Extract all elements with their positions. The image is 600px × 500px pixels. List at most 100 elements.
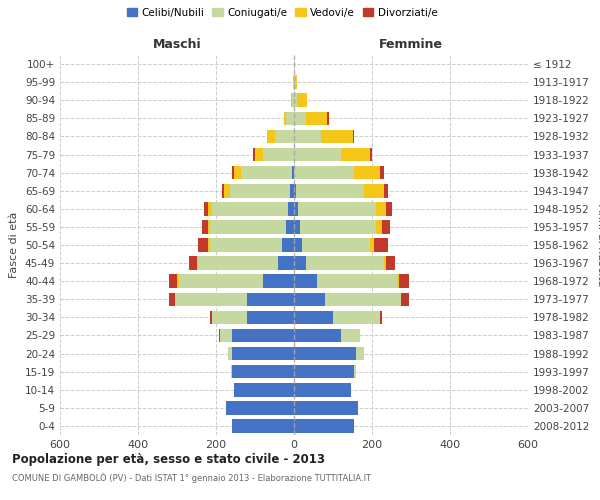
Bar [294, 419, 355, 432]
Bar [294, 328, 341, 342]
Bar [294, 112, 306, 125]
Bar [263, 274, 294, 288]
Bar [208, 220, 210, 234]
Bar [400, 274, 409, 288]
Bar [384, 256, 386, 270]
Bar [380, 166, 384, 179]
Bar [306, 112, 327, 125]
Bar [241, 166, 292, 179]
Bar [325, 292, 401, 306]
Bar [294, 238, 302, 252]
Bar [202, 220, 208, 234]
Bar [397, 274, 400, 288]
Bar [294, 148, 341, 162]
Bar [294, 292, 325, 306]
Bar [294, 383, 350, 396]
Bar [233, 383, 294, 396]
Bar [278, 256, 294, 270]
Y-axis label: Fasce di età: Fasce di età [10, 212, 19, 278]
Text: Maschi: Maschi [152, 38, 202, 52]
Bar [169, 274, 177, 288]
Bar [197, 256, 199, 270]
Bar [292, 94, 294, 107]
Bar [284, 112, 286, 125]
Bar [294, 220, 300, 234]
Bar [226, 401, 294, 414]
Text: Popolazione per età, sesso e stato civile - 2013: Popolazione per età, sesso e stato civil… [12, 452, 325, 466]
Bar [263, 148, 294, 162]
Bar [232, 419, 294, 432]
Bar [247, 310, 294, 324]
Bar [232, 365, 294, 378]
Bar [294, 130, 322, 143]
Bar [376, 220, 382, 234]
Bar [247, 292, 294, 306]
Bar [292, 166, 294, 179]
Bar [169, 292, 175, 306]
Bar [232, 166, 233, 179]
Bar [294, 274, 317, 288]
Text: Femmine: Femmine [379, 38, 443, 52]
Bar [306, 256, 384, 270]
Bar [401, 292, 409, 306]
Bar [294, 365, 355, 378]
Bar [255, 148, 263, 162]
Bar [199, 256, 278, 270]
Bar [376, 202, 386, 215]
Bar [300, 220, 376, 234]
Bar [291, 94, 292, 107]
Bar [212, 310, 247, 324]
Bar [374, 238, 388, 252]
Bar [294, 310, 333, 324]
Bar [386, 202, 392, 215]
Bar [364, 184, 384, 198]
Bar [294, 76, 295, 89]
Bar [296, 184, 364, 198]
Bar [212, 202, 288, 215]
Bar [232, 347, 294, 360]
Bar [208, 202, 212, 215]
Bar [177, 274, 179, 288]
Bar [210, 238, 283, 252]
Bar [179, 274, 263, 288]
Text: COMUNE DI GAMBOLÒ (PV) - Dati ISTAT 1° gennaio 2013 - Elaborazione TUTTITALIA.IT: COMUNE DI GAMBOLÒ (PV) - Dati ISTAT 1° g… [12, 472, 371, 483]
Bar [199, 238, 208, 252]
Bar [302, 238, 370, 252]
Bar [286, 112, 294, 125]
Bar [204, 202, 208, 215]
Bar [355, 365, 356, 378]
Bar [355, 166, 380, 179]
Bar [208, 238, 210, 252]
Bar [353, 130, 355, 143]
Bar [341, 328, 360, 342]
Bar [219, 328, 220, 342]
Bar [253, 148, 255, 162]
Bar [294, 202, 298, 215]
Bar [286, 220, 294, 234]
Y-axis label: Anni di nascita: Anni di nascita [596, 204, 600, 286]
Bar [380, 310, 382, 324]
Bar [266, 130, 275, 143]
Bar [327, 112, 329, 125]
Bar [230, 184, 290, 198]
Bar [298, 202, 376, 215]
Bar [370, 238, 374, 252]
Bar [295, 76, 297, 89]
Bar [294, 94, 297, 107]
Bar [370, 148, 372, 162]
Bar [294, 401, 358, 414]
Bar [386, 256, 395, 270]
Bar [283, 238, 294, 252]
Bar [233, 166, 241, 179]
Bar [297, 94, 307, 107]
Bar [290, 184, 294, 198]
Bar [210, 220, 286, 234]
Bar [356, 347, 364, 360]
Bar [384, 184, 388, 198]
Bar [341, 148, 370, 162]
Bar [224, 184, 230, 198]
Bar [232, 328, 294, 342]
Bar [231, 365, 232, 378]
Bar [275, 130, 294, 143]
Bar [228, 347, 232, 360]
